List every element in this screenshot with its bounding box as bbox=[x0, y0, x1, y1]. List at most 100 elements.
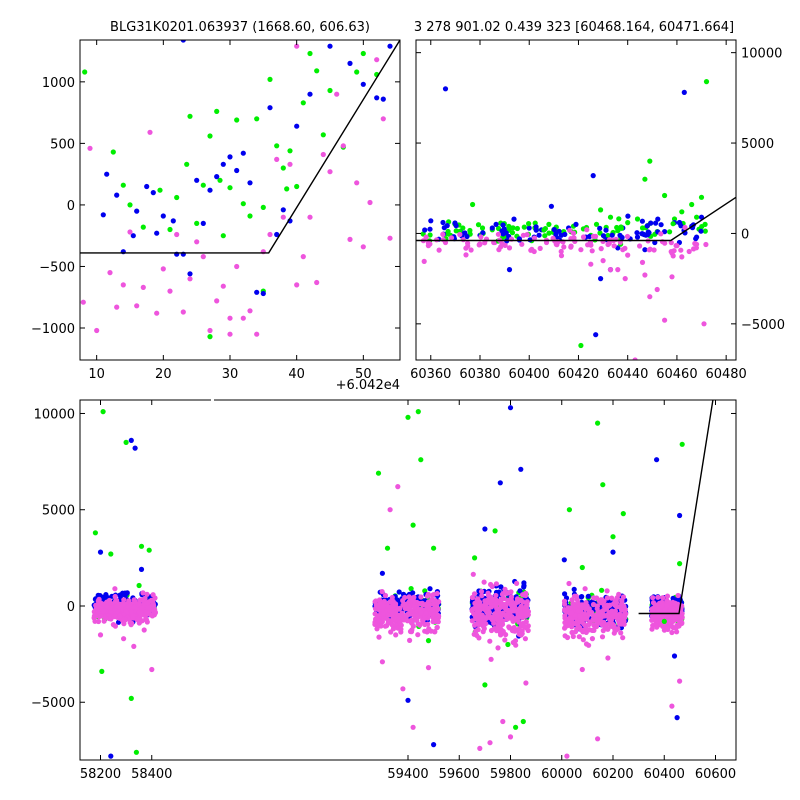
data-point-green bbox=[453, 228, 459, 234]
data-point-green bbox=[174, 194, 180, 201]
data-point-magenta bbox=[647, 294, 653, 300]
data-point-magenta bbox=[510, 617, 516, 623]
data-point-blue bbox=[653, 220, 659, 226]
data-point-magenta bbox=[622, 276, 628, 282]
data-point-green bbox=[284, 186, 290, 192]
panel-recent: 60360 60380 60400 60420 60440 60460 60480 −5000… bbox=[410, 39, 785, 382]
data-point-magenta bbox=[360, 244, 366, 250]
data-point-magenta bbox=[381, 598, 387, 605]
data-point-green bbox=[280, 165, 286, 171]
data-point-green bbox=[509, 230, 516, 236]
x-tick-label: 60480 bbox=[705, 367, 746, 382]
data-point-magenta bbox=[537, 245, 543, 251]
data-point-green-outlier bbox=[610, 534, 616, 540]
data-point-green-outlier bbox=[418, 457, 424, 463]
data-point-magenta bbox=[574, 626, 580, 632]
data-point-blue bbox=[396, 589, 402, 595]
data-point-magenta bbox=[562, 613, 568, 619]
data-point-magenta bbox=[576, 619, 582, 625]
data-point-green bbox=[694, 214, 700, 220]
x-tick-label: 60000 bbox=[541, 767, 582, 782]
data-point-magenta bbox=[605, 603, 612, 609]
data-point-blue bbox=[551, 227, 557, 233]
data-point-green bbox=[187, 113, 193, 119]
data-point-blue bbox=[642, 247, 648, 253]
data-point-magenta bbox=[468, 247, 474, 253]
data-point-magenta bbox=[514, 580, 520, 587]
data-point-magenta bbox=[655, 594, 661, 600]
data-point-magenta bbox=[476, 242, 482, 248]
data-point-green-outlier bbox=[100, 409, 106, 415]
x-tick-label: 60400 bbox=[509, 367, 550, 382]
data-point-blue bbox=[585, 593, 591, 599]
data-point-blue bbox=[180, 40, 186, 43]
data-point-magenta bbox=[429, 596, 435, 603]
data-point-blue bbox=[200, 220, 206, 226]
data-point-green-outlier bbox=[133, 749, 139, 755]
data-point-magenta bbox=[114, 603, 120, 609]
data-point-magenta bbox=[426, 601, 432, 607]
data-point-green bbox=[136, 582, 142, 589]
data-point-magenta bbox=[404, 605, 411, 612]
plot-area bbox=[80, 40, 400, 340]
data-point-magenta-outlier bbox=[387, 507, 393, 513]
data-point-magenta bbox=[516, 626, 522, 632]
data-point-magenta bbox=[207, 327, 213, 334]
data-point-magenta bbox=[701, 321, 707, 327]
data-point-magenta bbox=[562, 624, 569, 630]
data-point-green-outlier bbox=[375, 470, 382, 476]
data-point-magenta bbox=[570, 600, 576, 607]
data-point-magenta-outlier bbox=[131, 643, 137, 650]
data-point-magenta bbox=[531, 235, 538, 241]
data-point-magenta bbox=[187, 276, 193, 282]
data-point-magenta bbox=[584, 227, 590, 233]
data-point-magenta bbox=[397, 605, 403, 612]
data-point-magenta bbox=[479, 593, 485, 599]
data-point-magenta bbox=[434, 604, 440, 610]
data-point-magenta bbox=[675, 592, 681, 599]
data-point-magenta bbox=[473, 613, 479, 620]
data-point-magenta bbox=[686, 248, 692, 255]
data-point-blue bbox=[597, 225, 603, 231]
data-point-magenta bbox=[561, 244, 567, 250]
data-point-blue bbox=[634, 230, 640, 236]
data-point-green bbox=[605, 232, 611, 239]
data-point-blue bbox=[267, 105, 273, 111]
data-point-magenta bbox=[469, 608, 475, 614]
data-point-blue bbox=[677, 220, 683, 226]
data-point-magenta bbox=[91, 615, 97, 621]
data-point-green bbox=[597, 230, 603, 236]
data-point-magenta-outlier bbox=[395, 484, 401, 490]
data-point-green-outlier bbox=[595, 420, 601, 426]
x-tick-label: 10 bbox=[88, 367, 105, 382]
data-point-green bbox=[614, 224, 620, 231]
data-point-magenta bbox=[374, 57, 380, 63]
data-point-green bbox=[698, 194, 705, 200]
data-point-magenta bbox=[488, 656, 494, 662]
data-point-green-outlier bbox=[661, 618, 667, 625]
data-point-magenta bbox=[398, 626, 404, 632]
data-point-magenta bbox=[611, 243, 617, 249]
data-point-magenta bbox=[493, 592, 499, 599]
data-point-green-outlier bbox=[505, 641, 511, 648]
data-point-magenta bbox=[390, 598, 396, 605]
data-point-blue bbox=[220, 161, 226, 167]
data-point-green-outlier bbox=[679, 441, 685, 447]
data-point-magenta bbox=[117, 613, 123, 620]
data-point-magenta bbox=[474, 621, 480, 627]
data-point-magenta bbox=[654, 624, 660, 630]
data-point-magenta bbox=[619, 607, 625, 613]
data-point-magenta bbox=[589, 636, 596, 642]
data-point-blue bbox=[573, 221, 579, 227]
data-point-blue bbox=[427, 226, 433, 232]
data-point-magenta bbox=[662, 317, 668, 323]
data-point-magenta bbox=[508, 601, 514, 607]
data-point-blue bbox=[600, 233, 607, 239]
data-point-green bbox=[679, 209, 685, 215]
data-point-magenta bbox=[477, 603, 483, 609]
data-point-blue bbox=[254, 289, 260, 295]
plot-frame bbox=[79, 39, 401, 361]
x-tick-label: 60420 bbox=[558, 367, 599, 382]
data-point-blue bbox=[556, 228, 562, 234]
data-point-magenta bbox=[571, 235, 577, 241]
